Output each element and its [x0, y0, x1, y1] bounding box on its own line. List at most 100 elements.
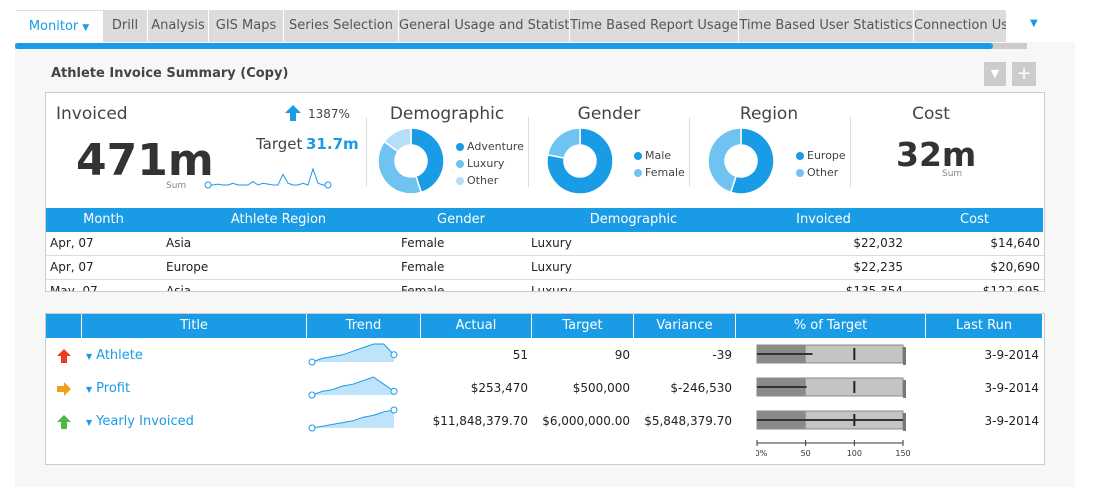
separator	[528, 117, 529, 187]
sparkline-area	[312, 377, 394, 395]
tab[interactable]: Drill	[103, 10, 148, 42]
bullet-shadow	[903, 347, 906, 365]
cost-sub: Sum	[942, 169, 963, 179]
add-button[interactable]: +	[1012, 62, 1036, 86]
scorecard-header: Trend	[307, 314, 420, 338]
legend-label: Other	[807, 166, 839, 179]
tab-caret: ▼	[82, 23, 90, 33]
tab[interactable]: Time Based User Statistics	[739, 10, 914, 42]
table-cell: $14,640	[990, 236, 1040, 250]
table-cell: $135,354	[845, 284, 903, 292]
tab[interactable]: GIS Maps	[209, 10, 284, 42]
value-cell: 90	[614, 348, 630, 362]
table-header: Month	[46, 208, 161, 232]
donut	[707, 127, 775, 195]
value-cell: $11,848,379.70	[432, 414, 528, 428]
tab[interactable]: Analysis	[148, 10, 209, 42]
sparkline-end	[390, 351, 398, 359]
legend-swatch	[796, 169, 804, 177]
kpi-sub: Sum	[166, 181, 187, 191]
dropdown-button[interactable]: ▼	[984, 62, 1006, 86]
sparkline-line	[311, 376, 395, 396]
kpi-value: 471m	[76, 135, 214, 186]
tab[interactable]: Series Selection	[284, 10, 399, 42]
panel-title: Athlete Invoice Summary (Copy)	[51, 66, 289, 81]
donut	[377, 127, 445, 195]
legend-swatch	[634, 152, 642, 160]
legend-item: Europe	[796, 149, 846, 162]
table-header: Demographic	[526, 208, 741, 232]
sparkline-line	[311, 343, 395, 363]
bullet-axis: 0% 50 100 150	[756, 440, 911, 458]
sparkline-end	[308, 358, 316, 366]
value-cell: 3-9-2014	[984, 414, 1039, 428]
table-cell: Female	[401, 236, 445, 250]
legend-item: Adventure	[456, 140, 524, 153]
value-cell: 51	[512, 348, 528, 362]
sparkline-end	[324, 181, 332, 189]
row-title[interactable]: ▼ Profit	[86, 381, 130, 396]
legend-label: Adventure	[467, 140, 524, 153]
arrow-icon	[57, 382, 71, 396]
legend-item: Other	[796, 166, 838, 179]
value-cell: $6,000,000.00	[542, 414, 630, 428]
donut	[546, 127, 614, 195]
donut-slice	[707, 127, 742, 194]
table-cell: Luxury	[531, 284, 572, 292]
legend-item: Male	[634, 149, 671, 162]
sparkline-end	[390, 406, 398, 414]
bullet-bar	[757, 386, 807, 388]
title-text: Yearly Invoiced	[96, 414, 194, 429]
value-cell: $-246,530	[670, 381, 732, 395]
bullet-shadow	[903, 380, 906, 398]
table-cell: $22,032	[853, 236, 903, 250]
tab[interactable]: General Usage and Statistcs	[399, 10, 570, 42]
kpi-change: 1387%	[308, 107, 350, 121]
row-title[interactable]: ▼ Athlete	[86, 348, 143, 363]
table-header: Athlete Region	[161, 208, 396, 232]
sparkline-area	[312, 344, 394, 362]
value-cell: 3-9-2014	[984, 381, 1039, 395]
kpi-title: Invoiced	[56, 104, 128, 124]
legend-label: Female	[645, 166, 685, 179]
expand-caret: ▼	[86, 352, 93, 361]
cost-value: 32m	[896, 135, 977, 174]
legend-label: Other	[467, 174, 499, 187]
bullet-target	[853, 381, 856, 393]
tick-label: 150	[895, 449, 910, 458]
up-arrow	[285, 105, 301, 121]
value-cell: 3-9-2014	[984, 348, 1039, 362]
sparkline-line	[208, 167, 328, 186]
bullet-bar	[757, 419, 903, 421]
row-divider	[46, 255, 1044, 256]
tick-label: 100	[847, 449, 862, 458]
legend-swatch	[456, 177, 464, 185]
status-arrow	[57, 382, 71, 396]
table-header: Gender	[396, 208, 526, 232]
legend-swatch	[634, 169, 642, 177]
cost-title: Cost	[912, 104, 950, 124]
donut-slice	[377, 140, 423, 195]
row-title[interactable]: ▼ Yearly Invoiced	[86, 414, 194, 429]
title-text: Profit	[96, 381, 131, 396]
sparkline	[308, 343, 398, 366]
table-cell: Europe	[166, 260, 209, 274]
table-cell: Apr, 07	[50, 260, 94, 274]
legend-item: Other	[456, 174, 498, 187]
legend-item: Luxury	[456, 157, 504, 170]
tab[interactable]: Connection Us	[914, 10, 1007, 42]
table-cell: Luxury	[531, 260, 572, 274]
value-cell: $500,000	[572, 381, 630, 395]
tab[interactable]: Time Based Report Usage	[570, 10, 739, 42]
sparkline	[308, 406, 398, 432]
bullet-shadow	[903, 413, 906, 431]
value-cell: $5,848,379.70	[644, 414, 732, 428]
scorecard-panel: Title Trend Actual Target Variance% of Targe…	[45, 313, 1045, 465]
table-cell: Asia	[166, 284, 192, 292]
sparkline-area	[312, 410, 394, 428]
tab-scroll: ▼	[1030, 18, 1038, 29]
tab[interactable]: Monitor ▼	[16, 10, 103, 43]
donut-title: Gender	[577, 104, 641, 124]
table-cell: $122,695	[982, 284, 1040, 292]
